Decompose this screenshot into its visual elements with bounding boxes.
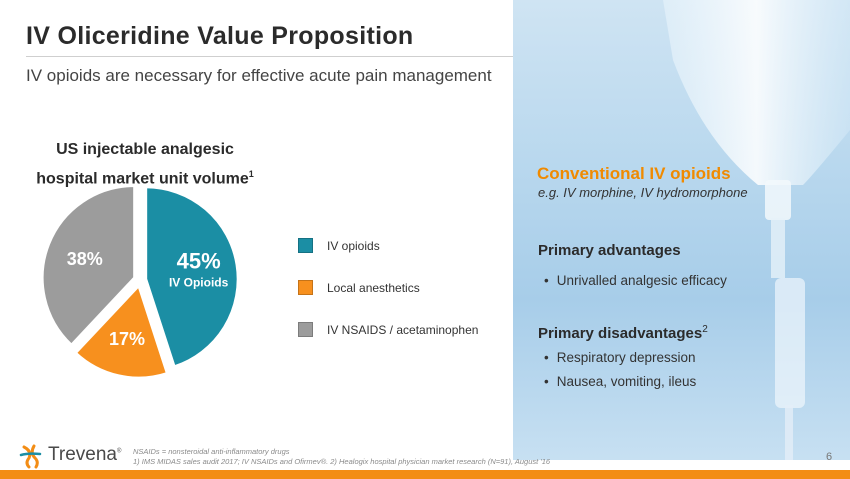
chart-legend: IV opioids Local anesthetics IV NSAIDS /… — [298, 235, 478, 361]
advantages-heading: Primary advantages — [538, 242, 681, 259]
bottom-accent-bar — [0, 470, 850, 479]
logo-text: Trevena® — [48, 444, 121, 466]
chart-title-footnote: 1 — [248, 169, 254, 179]
disadvantages-heading: Primary disadvantages2 — [538, 324, 708, 342]
panel-example: e.g. IV morphine, IV hydromorphone — [538, 185, 748, 200]
legend-swatch — [298, 280, 313, 295]
legend-label: IV NSAIDS / acetaminophen — [327, 322, 479, 337]
iv-bag-background — [513, 0, 850, 460]
trevena-logo: Trevena® — [18, 441, 121, 469]
advantage-item: Unrivalled analgesic efficacy — [544, 273, 727, 288]
legend-item-iv-opioids: IV opioids — [298, 235, 478, 256]
legend-item-iv-nsaids: IV NSAIDS / acetaminophen — [298, 319, 478, 340]
pie-slice-label: 38% — [67, 249, 103, 269]
pie-chart: 45% IV Opioids 17% 38% — [41, 184, 240, 380]
pie-slice-sublabel: IV Opioids — [169, 276, 229, 290]
chart-title-line1: US injectable analgesic — [56, 141, 234, 158]
title-divider — [26, 56, 513, 57]
pie-slice-iv-opioids — [144, 185, 240, 369]
page-number: 6 — [826, 451, 833, 463]
legend-swatch — [298, 238, 313, 253]
disadvantages-heading-text: Primary disadvantages — [538, 325, 703, 342]
disadvantage-item: Respiratory depression — [544, 350, 696, 365]
pie-slice-label: 17% — [109, 329, 145, 349]
logo-registered: ® — [117, 448, 122, 455]
pie-slice-iv-nsaids-acetaminophen — [41, 184, 136, 347]
legend-swatch — [298, 322, 313, 337]
footnotes: NSAIDs = nonsteroidal anti-inflammatory … — [133, 447, 550, 467]
slide-title: IV Oliceridine Value Proposition — [26, 22, 414, 50]
disadvantages-footnote: 2 — [702, 324, 708, 335]
legend-item-local-anesthetics: Local anesthetics — [298, 277, 478, 298]
panel-heading: Conventional IV opioids — [537, 164, 731, 183]
pie-slice-label: 45% — [177, 249, 221, 274]
footnote-1: NSAIDs = nonsteroidal anti-inflammatory … — [133, 447, 290, 456]
trevena-logo-icon — [19, 444, 42, 469]
disadvantage-item: Nausea, vomiting, ileus — [544, 374, 697, 389]
logo-name: Trevena — [48, 444, 117, 465]
legend-label: Local anesthetics — [327, 280, 420, 295]
footnote-2: 1) IMS MIDAS sales audit 2017; IV NSAIDs… — [133, 457, 551, 466]
iv-bag-illustration — [663, 0, 850, 460]
slide-subtitle: IV opioids are necessary for effective a… — [26, 66, 492, 85]
chart-title-line2: hospital market unit volume — [36, 170, 249, 188]
chart-title: US injectable analgesic hospital market … — [10, 137, 280, 191]
legend-label: IV opioids — [327, 238, 380, 253]
pie-slice-local-anesthetics — [73, 283, 169, 380]
